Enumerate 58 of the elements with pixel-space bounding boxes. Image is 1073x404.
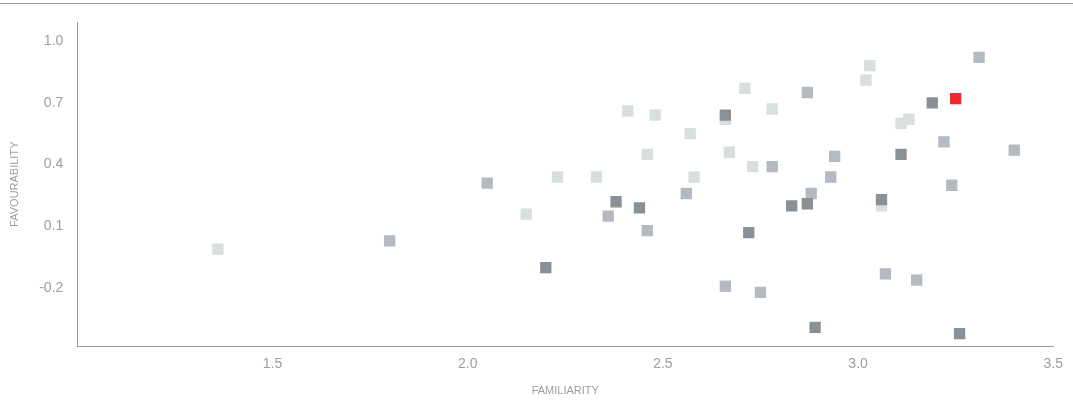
point — [829, 150, 841, 163]
point — [723, 146, 735, 158]
point — [719, 280, 732, 292]
point — [953, 327, 966, 340]
point — [801, 86, 813, 99]
point — [743, 226, 755, 239]
y-tick-label: -0.2 — [39, 279, 64, 296]
y-axis-title: FAVOURABILITY — [7, 140, 20, 227]
point — [590, 171, 603, 183]
point — [809, 321, 821, 334]
point — [938, 136, 950, 148]
point — [641, 224, 653, 237]
point — [739, 82, 751, 95]
point — [875, 194, 888, 206]
point — [641, 148, 653, 160]
point — [973, 51, 985, 64]
x-tick-label: 1.5 — [262, 355, 283, 372]
point — [481, 177, 493, 189]
point — [766, 103, 778, 115]
y-tick-label: 0.7 — [43, 93, 64, 110]
point — [551, 171, 564, 183]
point — [747, 161, 759, 173]
point — [910, 274, 923, 286]
point — [895, 148, 907, 160]
point — [864, 60, 876, 72]
point — [926, 97, 938, 109]
x-tick-label: 2.0 — [457, 355, 478, 372]
y-tick-label: 0.4 — [43, 155, 64, 172]
point — [754, 286, 767, 299]
point — [602, 210, 614, 222]
point — [786, 200, 798, 212]
point — [1008, 144, 1020, 156]
point — [622, 105, 634, 117]
point — [610, 196, 622, 208]
point — [719, 109, 732, 121]
point — [825, 171, 837, 183]
x-axis-title: FAMILIARITY — [531, 384, 600, 397]
point — [688, 171, 700, 183]
point — [540, 262, 552, 274]
point — [903, 113, 915, 125]
point — [383, 235, 396, 247]
y-tick-label: 0.1 — [43, 217, 64, 234]
y-tick-label: 1.0 — [43, 31, 64, 48]
point — [680, 187, 692, 200]
point — [212, 243, 224, 255]
point — [766, 161, 778, 173]
point — [950, 93, 962, 105]
point — [879, 268, 892, 280]
point — [633, 202, 646, 214]
x-tick-label: 3.5 — [1043, 355, 1064, 372]
point — [684, 128, 696, 140]
point — [520, 208, 532, 220]
point — [860, 74, 872, 86]
point — [649, 109, 661, 121]
point — [946, 179, 958, 191]
point — [801, 198, 813, 210]
x-tick-label: 3.0 — [848, 355, 869, 372]
x-tick-label: 2.5 — [653, 355, 673, 372]
